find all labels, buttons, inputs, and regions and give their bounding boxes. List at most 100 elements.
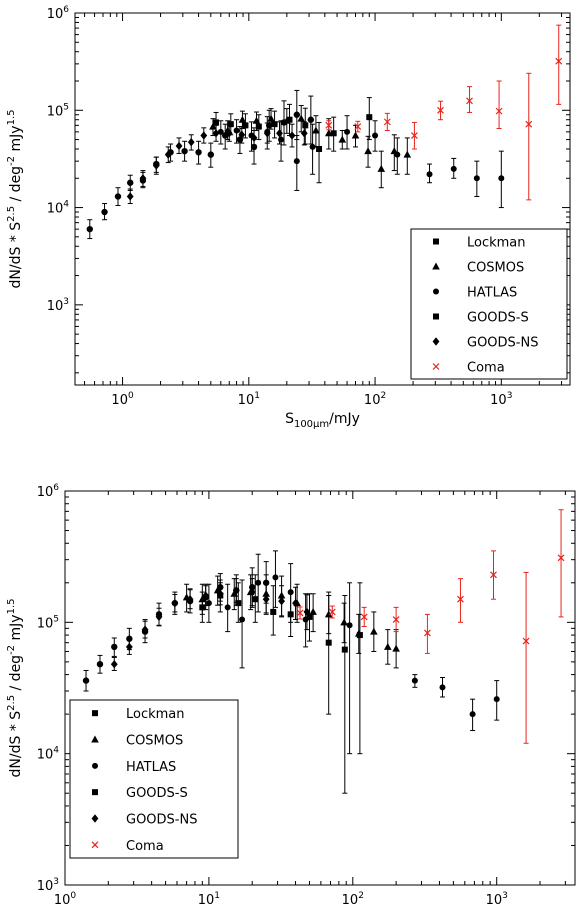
y-tick-label: 105 xyxy=(37,614,59,631)
plot-frame xyxy=(64,490,576,886)
data-point xyxy=(195,149,202,156)
data-point xyxy=(155,612,163,622)
data-point xyxy=(439,684,446,691)
data-point xyxy=(248,587,256,597)
data-point xyxy=(309,607,317,615)
data-point xyxy=(366,114,373,121)
data-point xyxy=(403,150,412,158)
data-point xyxy=(351,131,360,139)
data-point xyxy=(306,613,313,620)
data-point xyxy=(383,642,392,650)
data-point xyxy=(270,608,277,615)
x-tick-label: 102 xyxy=(364,391,386,408)
x-tick-label: 100 xyxy=(54,891,77,904)
legend-marker xyxy=(433,288,439,295)
data-point xyxy=(338,135,347,143)
data-point xyxy=(473,175,480,182)
data-point xyxy=(125,642,133,652)
data-point xyxy=(303,607,311,617)
x-tick-label: 102 xyxy=(342,891,364,904)
series-hatlas xyxy=(217,115,505,209)
series-coma xyxy=(296,509,565,744)
data-point xyxy=(276,129,283,138)
data-point xyxy=(239,616,246,623)
legend-marker xyxy=(432,363,440,370)
data-point xyxy=(141,625,149,634)
data-point xyxy=(278,136,285,143)
data-point xyxy=(272,574,279,581)
legend-entry: HATLAS xyxy=(467,286,517,301)
data-point xyxy=(186,595,194,604)
data-point xyxy=(110,659,118,669)
data-point xyxy=(302,616,309,623)
data-point xyxy=(139,174,147,183)
series-hatlas xyxy=(205,550,500,755)
data-point xyxy=(341,646,348,653)
data-point xyxy=(312,126,320,134)
data-point xyxy=(423,629,431,637)
data-point xyxy=(267,114,275,122)
data-point xyxy=(238,115,247,123)
legend-marker xyxy=(92,789,98,796)
data-point xyxy=(82,677,90,684)
x-tick-label: 103 xyxy=(486,891,508,904)
data-point xyxy=(328,608,336,616)
data-point xyxy=(280,119,288,126)
data-point xyxy=(212,129,220,138)
series-goods-ns xyxy=(126,121,308,205)
data-point xyxy=(466,97,473,105)
data-point xyxy=(286,116,293,123)
data-point xyxy=(216,589,224,598)
data-point xyxy=(354,629,363,637)
data-point xyxy=(227,121,234,128)
data-point xyxy=(410,132,418,139)
y-axis: 103 104 105 106 xyxy=(37,483,575,894)
data-point xyxy=(288,131,296,140)
data-point xyxy=(255,579,262,586)
data-point xyxy=(325,121,333,129)
legend: Lockman COSMOS HATLAS GOODS-S GOODS-NS Coma xyxy=(69,699,239,859)
data-point xyxy=(181,147,188,155)
data-point xyxy=(302,122,309,129)
data-point xyxy=(555,57,563,65)
data-point xyxy=(126,192,134,201)
legend-marker xyxy=(92,762,98,769)
y-tick-label: 104 xyxy=(37,746,60,763)
data-point xyxy=(238,130,246,139)
series-cosmos xyxy=(182,574,400,669)
data-point xyxy=(437,106,444,114)
data-point xyxy=(296,609,304,617)
data-point xyxy=(207,151,215,158)
data-point xyxy=(111,643,118,651)
data-point xyxy=(198,595,207,603)
data-point xyxy=(344,128,351,135)
data-point xyxy=(213,119,220,126)
legend-entry: GOODS-NS xyxy=(126,813,197,828)
legend-marker xyxy=(433,238,439,245)
data-point xyxy=(330,130,337,137)
data-point xyxy=(205,600,212,607)
data-point xyxy=(225,129,233,138)
data-point xyxy=(255,123,262,130)
y-tick-label: 106 xyxy=(37,483,60,500)
y-axis-label: dN/dS * S2.5 / deg-2 mJy1.5 xyxy=(6,599,24,778)
y-tick-label: 105 xyxy=(47,102,69,119)
x-axis: 100 101 102 103 xyxy=(84,13,563,408)
data-point xyxy=(309,143,316,150)
data-point xyxy=(364,147,372,155)
legend-marker xyxy=(92,710,98,717)
data-point xyxy=(522,637,530,645)
data-point xyxy=(242,122,249,129)
data-point xyxy=(200,131,208,140)
data-point xyxy=(252,596,259,603)
data-point xyxy=(292,598,299,608)
data-point xyxy=(235,600,242,607)
data-point xyxy=(232,586,240,595)
data-point xyxy=(340,618,348,626)
data-point xyxy=(126,635,133,642)
legend-marker xyxy=(433,313,439,320)
data-point xyxy=(325,639,332,646)
legend-marker xyxy=(432,262,440,270)
data-point xyxy=(346,622,353,629)
